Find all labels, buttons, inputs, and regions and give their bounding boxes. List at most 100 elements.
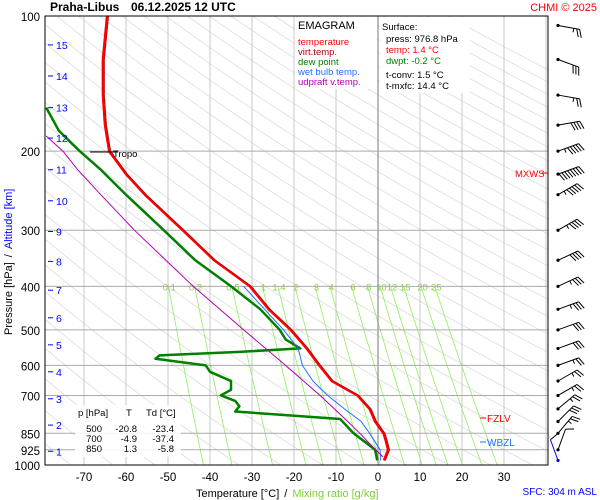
barb-point <box>556 431 560 435</box>
barb-point <box>556 458 560 463</box>
dry-adiabat <box>208 16 548 220</box>
barb-staff <box>557 59 579 68</box>
barb-flag <box>575 302 582 310</box>
y-axis-label: Pressure [hPa]/Altitude [km] <box>3 189 15 335</box>
barb-flag <box>578 143 585 151</box>
barb-staff <box>557 357 579 366</box>
table-cell: -23.4 <box>152 424 174 435</box>
barb-flag <box>579 29 582 38</box>
barb-flag <box>576 121 582 130</box>
altitude-tick-label: 8 <box>56 256 62 268</box>
fzlv-label: FZLV <box>487 414 511 425</box>
table-row: 500 -20.8 -23.4 <box>86 424 174 435</box>
barb-flag <box>576 183 584 190</box>
barb-point <box>556 123 560 127</box>
table-cell: 850 <box>86 444 102 455</box>
altitude-tick-label: 3 <box>56 394 62 406</box>
barb-flag <box>578 321 585 330</box>
temperature-tick-label: 30 <box>498 472 511 484</box>
barb-staff <box>557 384 578 396</box>
mixing-ratio-label: 20 <box>417 282 428 293</box>
barb-flag <box>575 167 582 175</box>
mixing-ratio-label: 4 <box>329 282 334 293</box>
barb-staff <box>557 120 580 126</box>
table-header-p: p [hPa] <box>78 408 108 419</box>
pressure-tick-label: 600 <box>21 361 40 373</box>
mixing-ratio-label: 12 <box>387 282 398 293</box>
barb-flag <box>566 189 574 196</box>
altitude-tick-label: 1 <box>56 446 62 458</box>
legend-virt-temp: virt.temp. <box>298 47 337 58</box>
altitude-tick-label: 2 <box>56 420 62 432</box>
altitude-tick-label: 10 <box>56 196 68 208</box>
barb-flag <box>567 170 574 178</box>
altitude-tick-label: 15 <box>56 40 68 52</box>
barb-flag <box>571 186 579 193</box>
barb-staff <box>557 94 580 100</box>
surface-tconv: t-conv: 1.5 °C <box>386 70 444 81</box>
barb-flag <box>573 405 582 410</box>
wind-barb <box>556 218 584 232</box>
barb-point <box>556 228 560 232</box>
barb-flag <box>579 121 585 129</box>
table-box <box>75 405 181 457</box>
surface-box <box>380 17 470 93</box>
barb-flag <box>569 254 577 262</box>
barb-staff <box>557 321 579 331</box>
barb-point <box>556 149 560 153</box>
wind-barb <box>556 394 583 411</box>
table-cell: -20.8 <box>115 424 137 435</box>
pressure-tick-label: 500 <box>21 326 40 338</box>
barb-flag <box>578 357 585 365</box>
wind-barb <box>556 276 585 288</box>
surface-temp: temp: 1.4 °C <box>386 45 439 56</box>
barb-flag <box>569 169 577 177</box>
surface-tmxfc: t-mxfc: 14.4 °C <box>386 81 449 92</box>
barb-staff <box>557 369 578 382</box>
series-dew-point <box>45 106 379 461</box>
barb-point <box>556 284 560 288</box>
temperature-tick-label: -60 <box>118 472 135 484</box>
chart-title-station: Praha-Libus <box>50 0 120 14</box>
barb-staff <box>557 405 574 422</box>
wind-barb <box>556 415 581 435</box>
temperature-tick-label: -30 <box>244 472 261 484</box>
barb-point <box>556 448 560 452</box>
barb-flag <box>575 144 582 152</box>
table-cell: 1.3 <box>124 444 137 455</box>
temperature-tick-label: -40 <box>202 472 219 484</box>
mixing-ratio-label: 10 <box>376 282 387 293</box>
pressure-tick-label: 700 <box>21 391 40 403</box>
mixing-ratio-label: 1 <box>261 282 266 293</box>
barb-staff <box>557 394 576 410</box>
mixing-ratio-label: 15 <box>400 282 411 293</box>
barb-point <box>556 172 560 176</box>
plot-frame <box>44 15 549 466</box>
chart-title-datetime: 06.12.2025 12 UTC <box>131 0 236 14</box>
barb-flag <box>575 341 582 349</box>
barb-flag <box>572 303 579 311</box>
barb-half-flag <box>571 387 575 392</box>
barb-staff <box>557 276 579 287</box>
mixing-ratio-label: 1.4 <box>272 282 285 293</box>
pressure-tick-label: 850 <box>21 429 40 441</box>
barb-flag <box>574 220 582 227</box>
barb-flag <box>574 277 582 285</box>
wind-barb <box>556 405 582 424</box>
mxws-label: MXWS <box>515 169 545 180</box>
barb-staff <box>557 143 579 152</box>
barb-flag <box>550 433 558 441</box>
wind-barb <box>556 321 585 332</box>
legend-updraft: udpraft v.temp. <box>298 77 361 88</box>
barb-point <box>556 363 560 367</box>
pressure-tick-label: 200 <box>21 147 40 159</box>
barb-flag <box>561 172 568 180</box>
barb-flag <box>574 251 582 259</box>
barb-flag <box>579 98 582 108</box>
barb-flag <box>572 342 579 350</box>
legend-wet-bulb: wet bulb temp. <box>297 67 360 78</box>
dry-adiabat <box>143 16 548 267</box>
barb-flag <box>576 384 584 391</box>
barb-point <box>556 346 560 351</box>
barb-flag <box>572 168 579 176</box>
